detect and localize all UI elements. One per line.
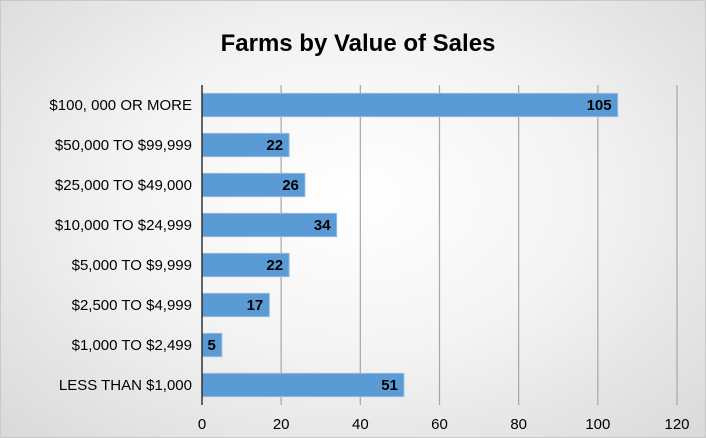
- data-label: 34: [314, 217, 331, 234]
- data-label: 22: [266, 257, 283, 274]
- data-label: 17: [247, 297, 264, 314]
- x-tick-label: 100: [585, 416, 610, 433]
- category-label: $1,000 TO $2,499: [72, 337, 192, 354]
- bar: [201, 92, 619, 118]
- gridlines: [280, 85, 678, 405]
- x-tick-label: 40: [352, 416, 369, 433]
- category-label: $5,000 TO $9,999: [72, 257, 192, 274]
- x-tick-label: 20: [273, 416, 290, 433]
- data-label: 26: [282, 177, 299, 194]
- x-tick-label: 120: [664, 416, 689, 433]
- x-tick-label: 0: [198, 416, 206, 433]
- data-label: 5: [207, 337, 215, 354]
- category-label: $10,000 TO $24,999: [55, 217, 192, 234]
- chart-title: Farms by Value of Sales: [221, 30, 496, 57]
- category-label: $50,000 TO $99,999: [55, 137, 192, 154]
- category-labels: $100, 000 OR MORE $50,000 TO $99,999 $25,0…: [49, 97, 192, 394]
- data-label: 51: [381, 377, 398, 394]
- category-label: $2,500 TO $4,999: [72, 297, 192, 314]
- category-label: $100, 000 OR MORE: [49, 97, 192, 114]
- category-label: LESS THAN $1,000: [59, 377, 192, 394]
- data-label: 105: [587, 97, 612, 114]
- data-label: 22: [266, 137, 283, 154]
- x-tick-label: 60: [431, 416, 448, 433]
- x-tick-label: 80: [510, 416, 527, 433]
- category-label: $25,000 TO $49,000: [55, 177, 192, 194]
- bars: 105 22 26 34 22 17 5 51: [201, 92, 619, 398]
- bar: [201, 372, 405, 398]
- x-axis-ticks: 0 20 40 60 80 100 120: [198, 416, 690, 433]
